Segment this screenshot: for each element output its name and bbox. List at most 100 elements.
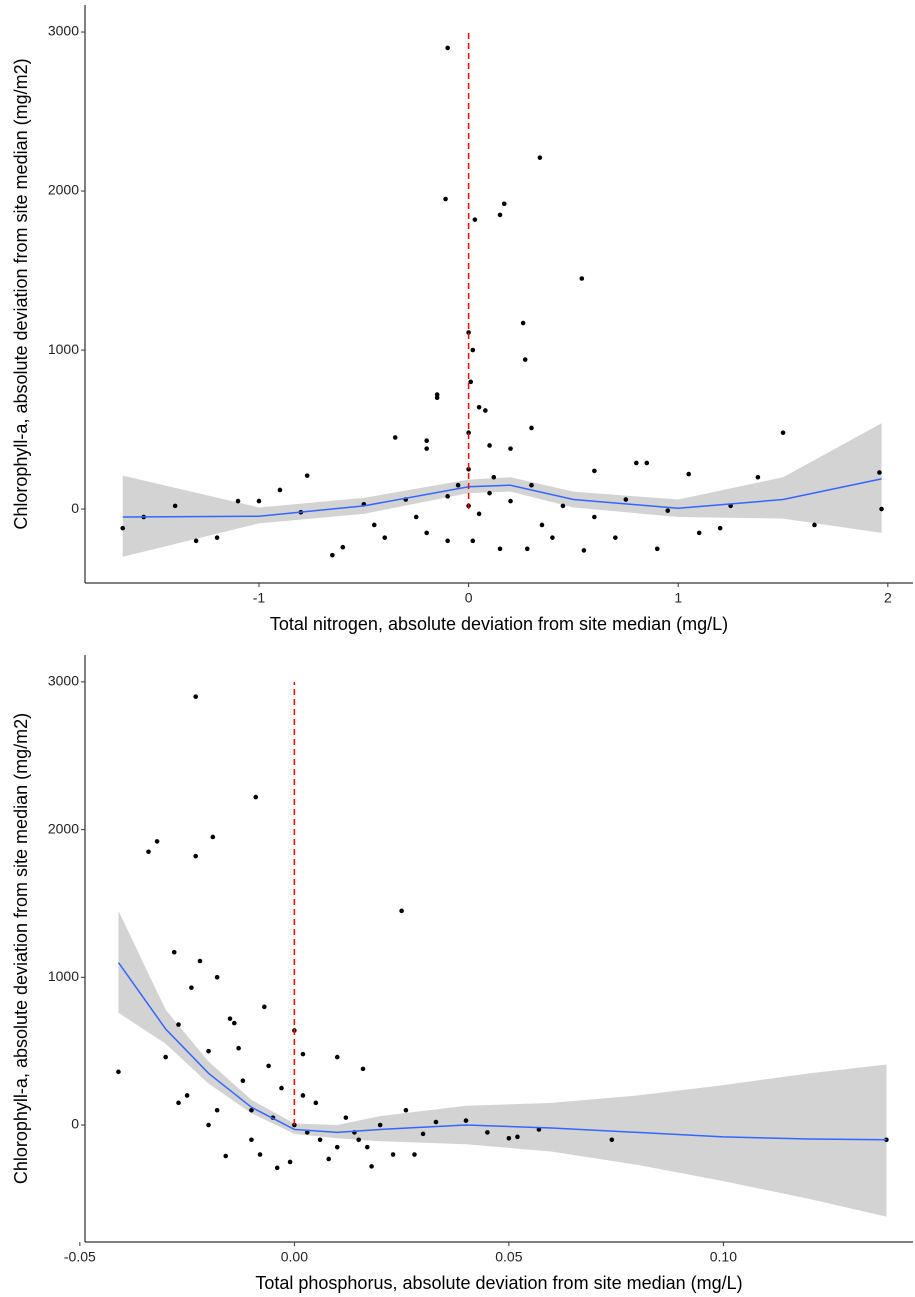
point — [455, 482, 461, 488]
point — [214, 975, 220, 980]
point — [665, 508, 671, 513]
point — [879, 506, 884, 512]
point — [529, 425, 534, 431]
point — [214, 1107, 220, 1113]
point — [537, 155, 543, 160]
point — [274, 1165, 280, 1171]
point — [193, 694, 198, 699]
point — [445, 494, 450, 499]
point — [360, 1066, 366, 1072]
point — [266, 1063, 271, 1069]
point — [253, 794, 259, 800]
point — [463, 1118, 469, 1123]
x-axis-title: Total phosphorus, absolute deviation fro… — [255, 1273, 742, 1293]
point — [609, 1137, 615, 1143]
x-tick-label: 0.00 — [281, 1249, 308, 1265]
point — [249, 1107, 254, 1113]
point — [371, 522, 377, 528]
point — [317, 1137, 323, 1143]
point — [256, 498, 262, 504]
point — [227, 1016, 233, 1021]
point — [210, 834, 216, 840]
point — [560, 503, 566, 509]
point — [696, 530, 702, 536]
point — [434, 392, 440, 397]
point — [466, 430, 471, 436]
point — [334, 1054, 340, 1060]
point — [262, 1004, 267, 1010]
point — [412, 1152, 417, 1157]
point — [491, 474, 497, 480]
y-tick-label: 1000 — [48, 968, 79, 984]
point — [172, 503, 178, 509]
point — [146, 849, 151, 855]
point — [300, 1051, 306, 1057]
point — [520, 320, 526, 326]
point — [356, 1137, 362, 1143]
point — [812, 522, 817, 528]
point — [154, 839, 160, 844]
x-tick-label: 1 — [674, 590, 682, 606]
point — [206, 1122, 211, 1128]
point — [424, 446, 429, 451]
point — [654, 546, 660, 552]
point — [508, 446, 513, 451]
point — [176, 1022, 181, 1027]
point — [193, 538, 199, 544]
point — [424, 438, 429, 443]
y-tick-label: 3000 — [48, 23, 79, 39]
point — [390, 1152, 396, 1157]
y-tick-label: 3000 — [48, 673, 79, 689]
point — [592, 514, 597, 520]
x-tick-label: -1 — [253, 590, 266, 606]
point — [399, 908, 404, 914]
point — [279, 1085, 284, 1091]
point — [485, 1130, 490, 1135]
point — [197, 958, 203, 964]
point — [364, 1144, 370, 1150]
point — [392, 435, 398, 440]
point — [326, 1156, 331, 1162]
point — [755, 474, 761, 480]
x-tick-label: -0.05 — [64, 1249, 96, 1265]
y-tick-label: 2000 — [48, 820, 79, 836]
point — [466, 467, 471, 472]
point — [468, 379, 474, 385]
point — [304, 1130, 310, 1135]
point — [476, 404, 482, 410]
point — [613, 535, 618, 540]
x-tick-label: 0.05 — [495, 1249, 522, 1265]
point — [313, 1100, 319, 1106]
smooth-line — [117, 962, 887, 1141]
point — [231, 1020, 237, 1026]
point — [300, 1093, 306, 1098]
point — [340, 544, 346, 550]
point — [470, 347, 476, 353]
point — [529, 482, 534, 488]
point — [116, 1069, 121, 1075]
point — [343, 1115, 349, 1120]
point — [515, 1134, 520, 1140]
point — [206, 1048, 211, 1054]
point — [377, 1122, 383, 1128]
x-tick-label: 0.10 — [710, 1249, 737, 1265]
point — [539, 522, 545, 528]
point — [257, 1152, 263, 1157]
point — [581, 548, 587, 553]
point — [120, 525, 126, 531]
point — [369, 1164, 374, 1169]
point — [420, 1131, 426, 1137]
point — [184, 1093, 190, 1098]
point — [579, 276, 585, 281]
point — [163, 1054, 168, 1060]
y-tick-label: 0 — [71, 1116, 79, 1132]
y-axis-title: Chlorophyll-a, absolute deviation from s… — [11, 58, 31, 529]
x-axis-title: Total nitrogen, absolute deviation from … — [270, 614, 728, 634]
point — [524, 546, 530, 552]
point — [487, 490, 492, 496]
point — [550, 535, 555, 540]
y-tick-label: 2000 — [48, 182, 79, 198]
point — [644, 460, 650, 466]
point — [240, 1078, 246, 1084]
